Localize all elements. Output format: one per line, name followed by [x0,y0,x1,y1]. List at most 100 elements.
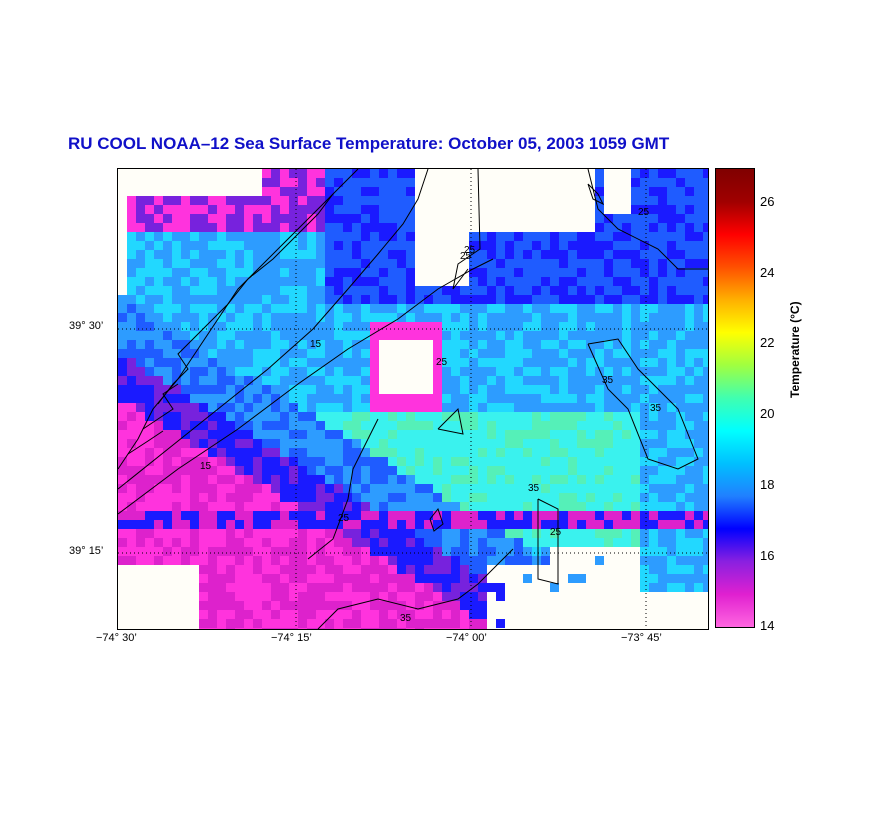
sst-pixel [694,439,703,448]
sst-pixel [190,196,199,205]
sst-pixel [226,556,235,565]
sst-pixel [631,205,640,214]
sst-pixel [136,295,145,304]
sst-pixel [415,403,424,412]
sst-pixel [208,358,217,367]
sst-pixel [208,268,217,277]
sst-pixel [658,502,667,511]
sst-pixel [379,403,388,412]
sst-pixel [658,232,667,241]
sst-pixel [433,619,442,628]
sst-pixel [523,448,532,457]
sst-pixel [388,394,397,403]
sst-pixel [244,358,253,367]
sst-pixel [181,295,190,304]
sst-pixel [199,403,208,412]
sst-pixel [640,187,649,196]
sst-pixel [397,178,406,187]
sst-pixel [334,187,343,196]
sst-pixel [658,565,667,574]
sst-pixel [361,529,370,538]
sst-pixel [172,385,181,394]
sst-pixel [190,439,199,448]
sst-pixel [685,349,694,358]
sst-pixel [217,493,226,502]
sst-pixel [631,304,640,313]
sst-pixel [658,529,667,538]
sst-pixel [478,520,487,529]
sst-pixel [442,565,451,574]
sst-pixel [550,268,559,277]
sst-pixel [199,205,208,214]
sst-pixel [145,268,154,277]
sst-pixel [658,169,667,178]
sst-pixel [235,277,244,286]
sst-pixel [289,376,298,385]
sst-pixel [325,430,334,439]
sst-pixel [622,412,631,421]
sst-pixel [523,547,532,556]
sst-pixel [226,457,235,466]
sst-pixel [244,574,253,583]
sst-pixel [217,439,226,448]
sst-pixel [460,385,469,394]
sst-pixel [271,286,280,295]
sst-pixel [199,628,208,629]
sst-pixel [244,385,253,394]
sst-pixel [244,250,253,259]
sst-pixel [244,403,253,412]
sst-pixel [199,286,208,295]
sst-pixel [451,439,460,448]
sst-pixel [550,439,559,448]
sst-pixel [523,322,532,331]
sst-pixel [253,214,262,223]
sst-pixel [487,349,496,358]
sst-pixel [118,448,127,457]
sst-pixel [136,268,145,277]
sst-pixel [334,313,343,322]
sst-pixel [514,241,523,250]
sst-pixel [253,394,262,403]
sst-pixel [172,421,181,430]
sst-pixel [334,448,343,457]
sst-pixel [307,574,316,583]
sst-pixel [280,250,289,259]
sst-pixel [577,340,586,349]
sst-pixel [172,259,181,268]
sst-pixel [325,583,334,592]
sst-pixel [190,394,199,403]
sst-pixel [361,520,370,529]
sst-pixel [622,394,631,403]
sst-pixel [208,340,217,349]
sst-pixel [262,385,271,394]
sst-pixel [361,412,370,421]
sst-pixel [235,367,244,376]
sst-pixel [568,493,577,502]
sst-pixel [532,304,541,313]
sst-pixel [253,331,262,340]
sst-pixel [397,466,406,475]
sst-pixel [415,538,424,547]
sst-pixel [145,340,154,349]
sst-pixel [406,619,415,628]
sst-pixel [559,376,568,385]
sst-pixel [316,556,325,565]
sst-pixel [532,439,541,448]
sst-pixel [568,385,577,394]
colorbar-tick-label: 16 [760,548,775,563]
sst-pixel [649,169,658,178]
sst-pixel [676,250,685,259]
sst-pixel [424,583,433,592]
sst-pixel [316,250,325,259]
sst-pixel [253,376,262,385]
sst-pixel [316,268,325,277]
sst-pixel [676,475,685,484]
sst-pixel [379,610,388,619]
sst-pixel [415,493,424,502]
sst-pixel [298,628,307,629]
sst-pixel [532,232,541,241]
sst-pixel [595,295,604,304]
sst-pixel [343,601,352,610]
sst-pixel [262,556,271,565]
sst-pixel [208,421,217,430]
